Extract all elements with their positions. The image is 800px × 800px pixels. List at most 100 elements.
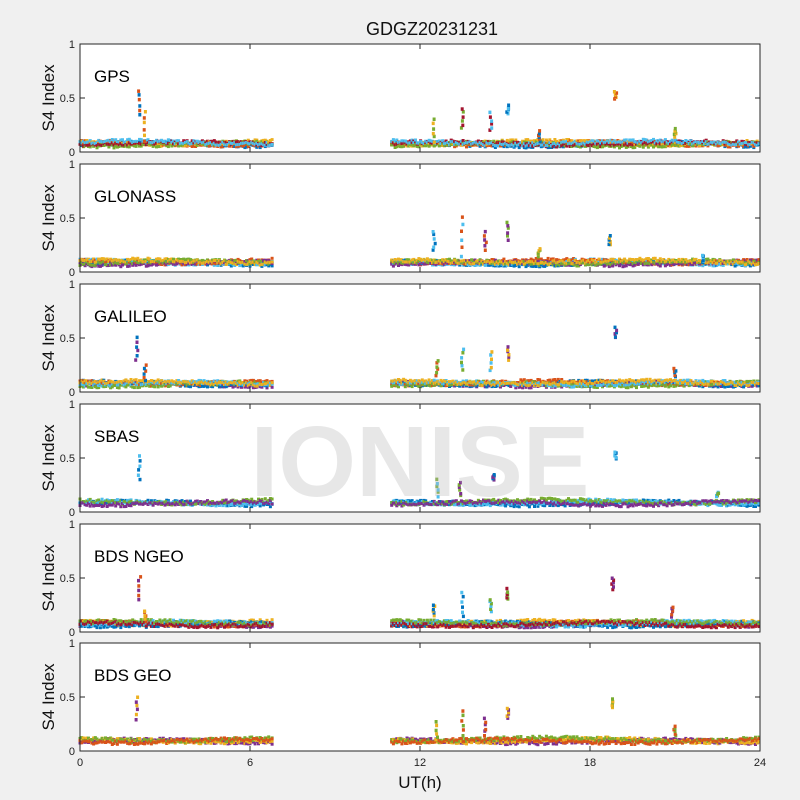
data-point bbox=[643, 143, 647, 147]
data-point bbox=[449, 140, 453, 144]
data-point bbox=[260, 142, 264, 146]
spike-point bbox=[483, 244, 487, 248]
spike-point bbox=[537, 131, 541, 136]
data-point bbox=[98, 143, 102, 147]
data-point bbox=[189, 142, 192, 146]
data-point bbox=[495, 144, 499, 148]
data-point bbox=[475, 263, 479, 267]
data-point bbox=[263, 143, 267, 147]
data-point bbox=[160, 144, 164, 148]
data-point bbox=[533, 139, 536, 143]
data-point bbox=[623, 259, 627, 263]
data-point bbox=[510, 140, 514, 144]
data-point bbox=[543, 262, 547, 266]
data-point bbox=[618, 140, 621, 144]
data-point bbox=[420, 140, 424, 144]
y-axis-label: S4 Index bbox=[39, 184, 58, 252]
data-point bbox=[743, 145, 747, 149]
data-point bbox=[570, 264, 574, 267]
data-point bbox=[488, 140, 492, 143]
data-point bbox=[187, 262, 191, 266]
data-point bbox=[427, 142, 431, 146]
data-point bbox=[723, 140, 727, 144]
data-point bbox=[93, 263, 97, 267]
data-point bbox=[626, 141, 630, 145]
data-point bbox=[149, 263, 153, 267]
data-point bbox=[480, 261, 484, 265]
data-point bbox=[95, 146, 99, 150]
data-point bbox=[107, 264, 111, 267]
data-point bbox=[267, 260, 271, 264]
data-point bbox=[553, 145, 557, 149]
data-point bbox=[182, 260, 186, 263]
data-point bbox=[233, 262, 237, 266]
data-point bbox=[466, 141, 470, 145]
data-point bbox=[577, 264, 581, 268]
data-point bbox=[109, 142, 113, 146]
data-point bbox=[405, 263, 409, 267]
data-point bbox=[601, 142, 604, 146]
data-point bbox=[448, 262, 451, 265]
data-point bbox=[538, 259, 542, 263]
data-point bbox=[260, 144, 264, 147]
data-point bbox=[100, 263, 104, 267]
data-point bbox=[129, 139, 133, 143]
data-point bbox=[485, 141, 489, 145]
data-point bbox=[185, 257, 189, 261]
data-point bbox=[742, 140, 746, 144]
data-point bbox=[180, 141, 184, 145]
data-point bbox=[495, 141, 499, 145]
data-point bbox=[243, 146, 247, 150]
data-point bbox=[521, 144, 525, 148]
data-point bbox=[568, 141, 572, 145]
data-point bbox=[217, 261, 221, 265]
data-point bbox=[660, 140, 664, 144]
data-point bbox=[590, 261, 594, 265]
data-point bbox=[748, 141, 752, 145]
data-point bbox=[80, 141, 84, 145]
data-point bbox=[190, 262, 194, 266]
data-point bbox=[105, 257, 109, 261]
data-point bbox=[546, 262, 550, 266]
data-point bbox=[463, 258, 467, 262]
data-point bbox=[563, 263, 567, 267]
data-point bbox=[733, 143, 737, 147]
data-point bbox=[468, 261, 472, 265]
data-point bbox=[555, 145, 559, 149]
data-point bbox=[612, 139, 616, 143]
data-point bbox=[104, 258, 107, 262]
data-point bbox=[243, 262, 247, 266]
data-point bbox=[166, 259, 170, 263]
data-point bbox=[716, 144, 720, 148]
data-point bbox=[173, 260, 177, 264]
data-point bbox=[132, 386, 136, 390]
data-point bbox=[231, 139, 235, 143]
data-point bbox=[740, 139, 744, 143]
data-point bbox=[522, 259, 526, 263]
data-point bbox=[721, 142, 725, 146]
data-point bbox=[595, 139, 599, 143]
data-point bbox=[185, 141, 189, 145]
data-point bbox=[129, 142, 133, 146]
data-point bbox=[468, 259, 472, 263]
data-point bbox=[214, 143, 218, 147]
data-point bbox=[482, 143, 485, 147]
data-point bbox=[149, 140, 153, 144]
spike-point bbox=[483, 248, 487, 252]
data-point bbox=[514, 260, 518, 264]
data-point bbox=[132, 140, 136, 144]
data-point bbox=[131, 262, 135, 266]
data-point bbox=[578, 139, 582, 143]
data-point bbox=[709, 140, 713, 144]
data-point bbox=[155, 141, 158, 145]
data-point bbox=[219, 145, 223, 149]
data-point bbox=[224, 140, 228, 144]
data-point bbox=[663, 141, 667, 145]
data-point bbox=[117, 143, 121, 147]
data-point bbox=[223, 261, 226, 265]
data-point bbox=[500, 260, 504, 264]
data-point bbox=[112, 262, 116, 266]
data-point bbox=[495, 262, 499, 266]
data-point bbox=[267, 262, 271, 266]
